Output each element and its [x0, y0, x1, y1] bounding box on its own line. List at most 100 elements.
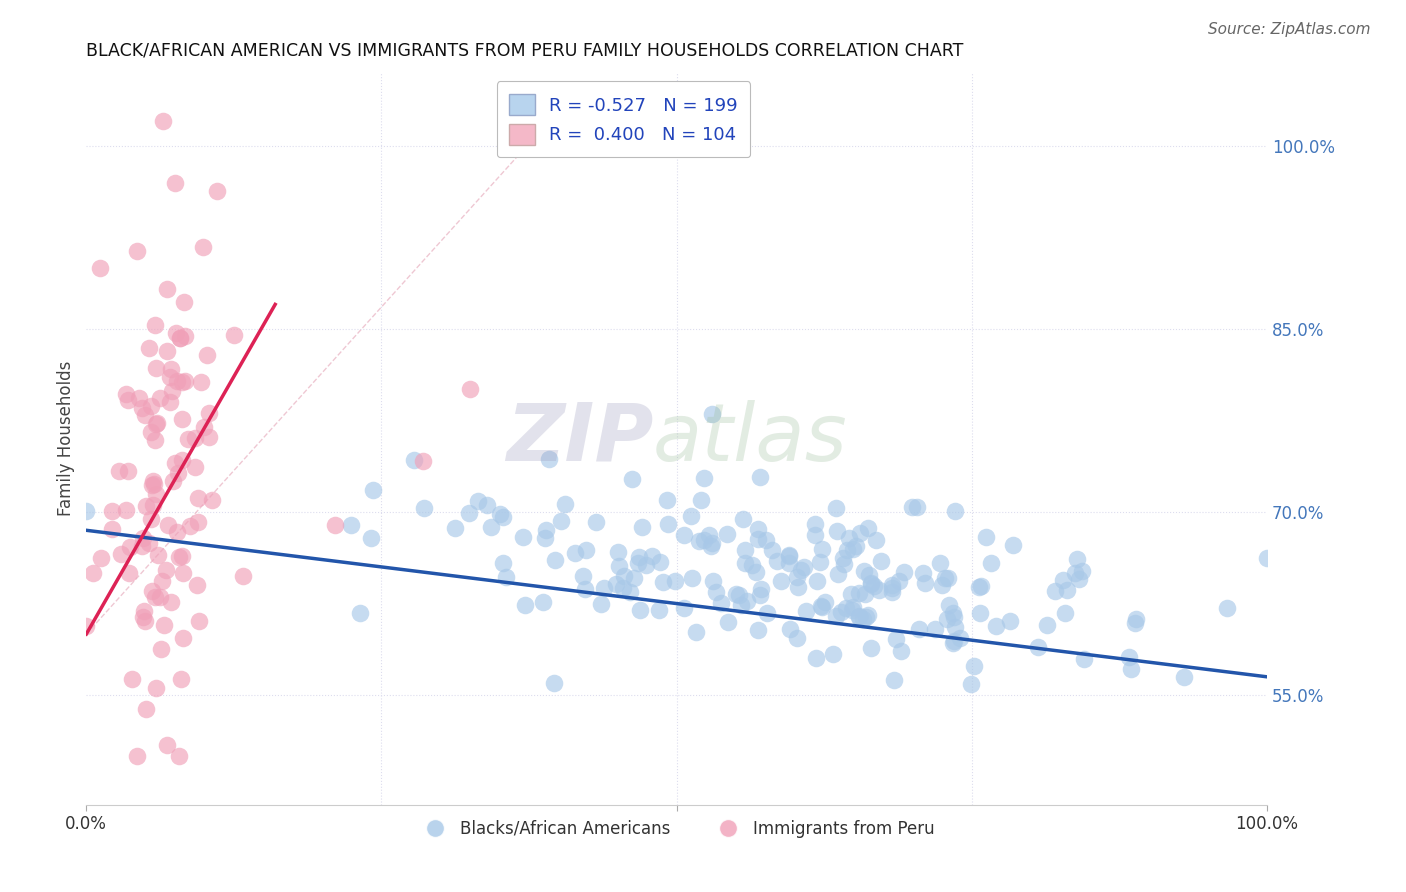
Point — [150, 574, 173, 588]
Point — [804, 528, 827, 542]
Point — [664, 574, 686, 588]
Point — [880, 578, 903, 592]
Point — [101, 504, 124, 518]
Point — [810, 599, 832, 614]
Point — [827, 566, 849, 581]
Point — [811, 600, 834, 615]
Point — [533, 531, 555, 545]
Point — [849, 525, 872, 540]
Point — [856, 608, 879, 623]
Point — [128, 392, 150, 406]
Point — [793, 559, 815, 574]
Text: ZIP: ZIP — [506, 400, 652, 478]
Point — [574, 582, 596, 596]
Point — [959, 676, 981, 690]
Point — [806, 651, 828, 665]
Point — [232, 568, 254, 582]
Point — [115, 387, 138, 401]
Point — [928, 556, 950, 570]
Point — [700, 539, 723, 553]
Point — [534, 524, 557, 538]
Point — [697, 527, 720, 541]
Point — [176, 432, 198, 446]
Point — [544, 553, 567, 567]
Point — [132, 531, 155, 545]
Point — [1070, 564, 1092, 578]
Point — [193, 420, 215, 434]
Point — [135, 499, 157, 513]
Point — [143, 477, 166, 491]
Point — [159, 370, 181, 384]
Point — [710, 596, 733, 610]
Point — [700, 407, 723, 421]
Point — [716, 526, 738, 541]
Point — [848, 608, 870, 623]
Point — [868, 583, 890, 598]
Point — [495, 570, 517, 584]
Point — [734, 543, 756, 558]
Point — [912, 566, 935, 580]
Point — [1216, 601, 1239, 615]
Point — [174, 374, 197, 388]
Point — [156, 282, 179, 296]
Point — [141, 478, 163, 492]
Point — [859, 576, 882, 591]
Point — [883, 673, 905, 687]
Point — [848, 586, 870, 600]
Point — [145, 417, 167, 432]
Point — [139, 512, 162, 526]
Point — [841, 603, 863, 617]
Point — [166, 524, 188, 539]
Point — [132, 610, 155, 624]
Point — [623, 571, 645, 585]
Point — [117, 393, 139, 408]
Point — [166, 374, 188, 388]
Point — [880, 585, 903, 599]
Point — [475, 498, 498, 512]
Point — [832, 551, 855, 566]
Point — [169, 331, 191, 345]
Point — [835, 601, 858, 615]
Point — [1000, 615, 1022, 629]
Point — [779, 622, 801, 636]
Point — [117, 464, 139, 478]
Point — [747, 624, 769, 638]
Point — [634, 558, 657, 572]
Point — [1066, 552, 1088, 566]
Point — [830, 605, 852, 619]
Point — [543, 676, 565, 690]
Point — [942, 635, 965, 649]
Point — [127, 244, 149, 258]
Point — [813, 594, 835, 608]
Point — [159, 394, 181, 409]
Point — [174, 329, 197, 343]
Point — [1054, 607, 1077, 621]
Point — [728, 588, 751, 602]
Point — [863, 579, 886, 593]
Point — [197, 406, 219, 420]
Point — [853, 564, 876, 578]
Point — [75, 504, 97, 518]
Point — [135, 702, 157, 716]
Point — [672, 528, 695, 542]
Point — [138, 536, 160, 550]
Point — [479, 519, 502, 533]
Point — [943, 504, 966, 518]
Point — [778, 556, 800, 570]
Point — [717, 615, 740, 629]
Point — [125, 749, 148, 764]
Point — [852, 612, 875, 626]
Point — [139, 425, 162, 439]
Point — [515, 599, 537, 613]
Point — [404, 453, 426, 467]
Point — [169, 331, 191, 345]
Point — [856, 521, 879, 535]
Point — [860, 640, 883, 655]
Point — [605, 576, 627, 591]
Point — [893, 565, 915, 579]
Y-axis label: Family Households: Family Households — [58, 361, 75, 516]
Point — [613, 569, 636, 583]
Point — [323, 517, 346, 532]
Point — [120, 541, 142, 555]
Point — [155, 563, 177, 577]
